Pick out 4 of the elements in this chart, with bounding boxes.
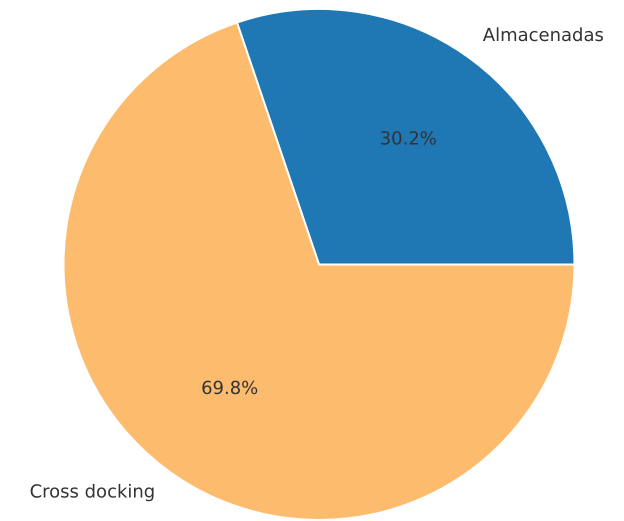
data-label: 69.8%: [201, 378, 258, 399]
slice-label: Cross docking: [30, 482, 156, 503]
data-label: 30.2%: [380, 128, 437, 150]
slice-label: Almacenadas: [482, 24, 604, 46]
